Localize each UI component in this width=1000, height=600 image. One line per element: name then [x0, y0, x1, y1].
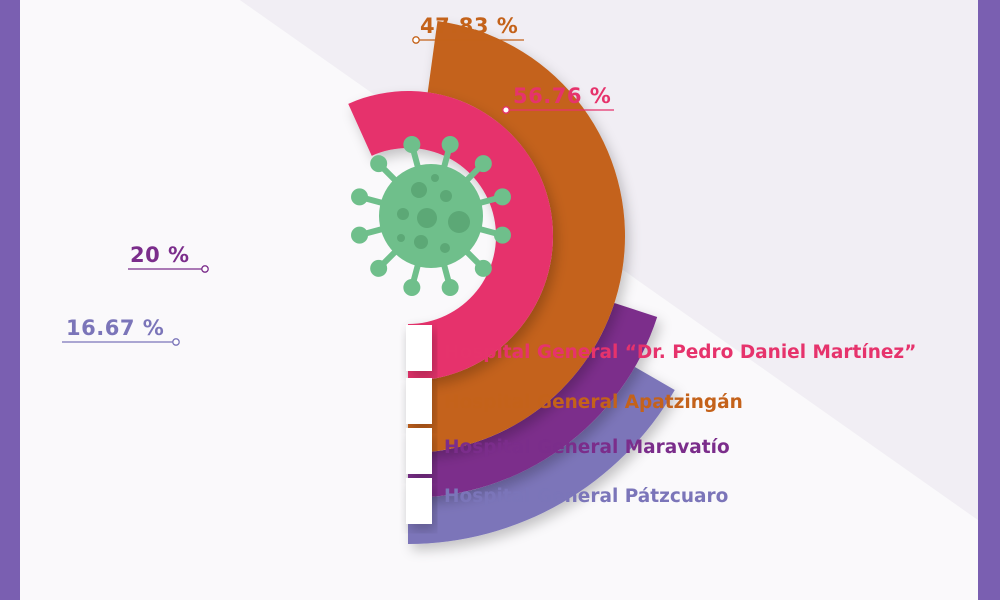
- leader-dot-1: [502, 106, 510, 114]
- virus-spike-knob: [403, 136, 421, 154]
- legend-tab-4: [406, 478, 432, 524]
- legend-item-1: Hospital General “Dr. Pedro Daniel Martí…: [444, 342, 916, 363]
- arc-2: [408, 21, 625, 454]
- arc-4: [408, 366, 675, 544]
- virus-spike-knob: [351, 226, 369, 244]
- legend-tab-3: [406, 428, 432, 474]
- value-label-3: 20 %: [130, 243, 190, 267]
- virus-icon: [351, 136, 511, 296]
- value-label-1: 56.76 %: [513, 84, 611, 108]
- virus-spike-knob: [351, 188, 369, 206]
- leader-dot-4: [172, 338, 180, 346]
- virus-spike-knob: [493, 188, 511, 206]
- legend-tabs: [406, 325, 432, 524]
- virus-spike-knob: [493, 226, 511, 244]
- value-label-4: 16.67 %: [66, 316, 164, 340]
- legend-item-3: Hospital General Maravatío: [444, 437, 730, 458]
- virus-spike-knob: [370, 155, 388, 173]
- legend-item-2: Hospital General Apatzingán: [444, 392, 743, 413]
- virus-spike-knob: [370, 259, 388, 277]
- virus-spike-knob: [403, 278, 421, 296]
- arc-1: [348, 90, 553, 382]
- value-labels: 56.76 % 47.83 % 20 % 16.67 %: [62, 14, 614, 346]
- legend-tab-1: [406, 325, 432, 371]
- value-label-2: 47.83 %: [420, 14, 518, 38]
- arc-3: [408, 303, 658, 498]
- leader-dot-2: [412, 36, 420, 44]
- arc-group: [348, 21, 675, 544]
- legend-item-4: Hospital General Pátzcuaro: [444, 486, 728, 507]
- virus-spike-knob: [441, 278, 459, 296]
- virus-spike-knob: [474, 259, 492, 277]
- legend-tab-2: [406, 378, 432, 424]
- virus-spike-knob: [474, 155, 492, 173]
- legend: Hospital General “Dr. Pedro Daniel Martí…: [444, 342, 916, 507]
- virus-spike-knob: [441, 136, 459, 154]
- leader-dot-3: [201, 265, 209, 273]
